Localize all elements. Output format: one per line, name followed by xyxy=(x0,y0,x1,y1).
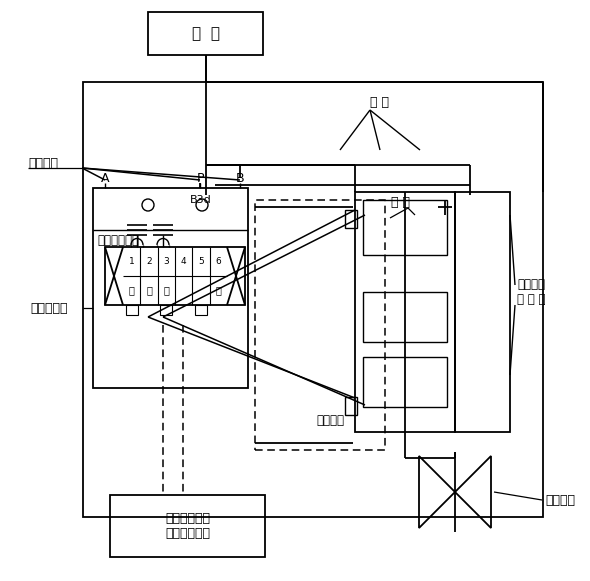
Bar xyxy=(195,305,207,315)
Text: 气 管: 气 管 xyxy=(370,95,389,109)
Text: 关: 关 xyxy=(215,285,221,296)
Text: 控制信号输出
回讯信号输入: 控制信号输出 回讯信号输入 xyxy=(165,512,210,540)
Text: 4: 4 xyxy=(181,257,186,266)
Text: P: P xyxy=(196,171,204,185)
Text: 关: 关 xyxy=(129,285,135,296)
Text: 防爆阀位
回 讯 器: 防爆阀位 回 讯 器 xyxy=(517,278,546,306)
Text: B3d: B3d xyxy=(190,195,212,205)
Text: 1: 1 xyxy=(129,257,135,266)
Text: 开: 开 xyxy=(163,285,169,296)
Bar xyxy=(110,495,265,557)
Bar xyxy=(363,357,447,407)
Bar xyxy=(126,305,137,315)
Bar xyxy=(455,192,510,432)
Text: 5: 5 xyxy=(198,257,204,266)
Bar xyxy=(345,210,357,228)
Text: 手控按钮: 手控按钮 xyxy=(28,156,58,170)
Text: 开: 开 xyxy=(146,285,152,296)
Bar xyxy=(148,12,263,55)
Text: 3: 3 xyxy=(163,257,169,266)
Text: 电磁气阀线圈: 电磁气阀线圈 xyxy=(97,234,139,246)
Text: 防爆控制箱: 防爆控制箱 xyxy=(30,302,67,314)
Text: A: A xyxy=(101,171,109,185)
Text: 气动阀阀: 气动阀阀 xyxy=(545,493,575,507)
Bar xyxy=(105,247,245,305)
Bar xyxy=(363,200,447,255)
Bar xyxy=(83,82,543,517)
Bar xyxy=(255,200,385,450)
Text: B: B xyxy=(235,171,244,185)
Bar xyxy=(345,397,357,415)
Bar xyxy=(93,188,248,388)
Text: 防爆软管: 防爆软管 xyxy=(316,414,344,426)
Text: 2: 2 xyxy=(146,257,152,266)
Text: 6: 6 xyxy=(215,257,221,266)
Bar xyxy=(363,292,447,342)
Text: 气  源: 气 源 xyxy=(192,26,219,41)
Bar xyxy=(160,305,172,315)
Bar xyxy=(355,192,455,432)
Text: 气 缆: 气 缆 xyxy=(391,195,409,209)
